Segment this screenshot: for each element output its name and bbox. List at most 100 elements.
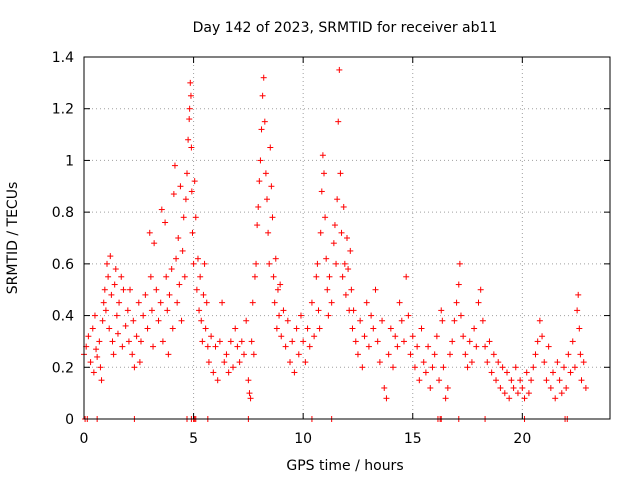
data-point [273, 325, 280, 332]
data-point [456, 260, 463, 267]
data-point [436, 377, 443, 384]
x-tick-label: 20 [513, 431, 531, 447]
data-point [250, 351, 257, 358]
data-point [320, 170, 327, 177]
y-axis-label: SRMTID / TECUs [5, 182, 21, 295]
data-point [249, 299, 256, 306]
data-point [365, 343, 372, 350]
data-point [503, 369, 510, 376]
data-point [514, 390, 521, 397]
y-tick-label: 0 [65, 412, 74, 428]
data-point [258, 126, 265, 133]
data-point [374, 338, 381, 345]
data-point [171, 162, 178, 169]
y-tick-label: 0.2 [52, 360, 74, 376]
data-point [188, 188, 195, 195]
data-point [354, 351, 361, 358]
data-point [569, 338, 576, 345]
data-point [124, 307, 131, 314]
data-point [339, 273, 346, 280]
data-point [187, 92, 194, 99]
data-point [439, 317, 446, 324]
data-point [486, 338, 493, 345]
data-point [245, 377, 252, 384]
data-point [175, 235, 182, 241]
data-point [150, 343, 157, 350]
data-point [578, 377, 585, 384]
data-point [475, 299, 482, 306]
data-point [270, 273, 277, 280]
data-point [216, 338, 223, 345]
data-point [287, 359, 294, 366]
data-point [409, 333, 416, 340]
data-point [251, 273, 258, 280]
data-point [106, 325, 113, 332]
data-point [178, 317, 185, 324]
data-point [455, 281, 462, 288]
data-point [255, 203, 262, 210]
data-point [560, 364, 567, 371]
data-point [148, 307, 155, 314]
data-point [196, 307, 203, 314]
data-point [182, 196, 189, 203]
data-point [197, 273, 204, 280]
data-point [348, 286, 355, 293]
data-point [493, 377, 500, 384]
data-point [157, 299, 164, 306]
data-point [199, 338, 206, 345]
data-point [438, 307, 445, 314]
data-point [466, 338, 473, 345]
data-point [230, 364, 237, 371]
data-point [532, 351, 539, 358]
data-point [267, 144, 274, 151]
x-axis-label: GPS time / hours [286, 458, 403, 474]
data-point [337, 170, 344, 177]
data-point [236, 359, 243, 366]
data-point [282, 343, 289, 350]
data-point [322, 214, 329, 221]
data-point [523, 369, 530, 376]
data-point [317, 229, 324, 236]
data-point [340, 203, 347, 210]
data-point [574, 307, 581, 314]
data-point [394, 343, 401, 350]
data-point [130, 317, 137, 324]
data-point [482, 343, 489, 350]
y-tick-label: 0.4 [52, 309, 74, 325]
data-point [93, 346, 100, 353]
data-point [186, 105, 193, 112]
data-point [440, 364, 447, 371]
data-point [158, 206, 165, 213]
data-point [131, 364, 138, 371]
data-point [324, 286, 331, 293]
data-point [260, 74, 267, 81]
data-point [484, 359, 491, 366]
data-point [179, 247, 186, 254]
data-point [147, 273, 154, 280]
data-point [530, 364, 537, 371]
data-point [116, 299, 123, 306]
y-tick-label: 1 [65, 153, 74, 169]
data-point [330, 240, 337, 247]
data-point [352, 338, 359, 345]
data-point [325, 312, 332, 319]
data-point [488, 369, 495, 376]
data-point [127, 286, 134, 293]
data-point [385, 351, 392, 358]
data-point [253, 260, 260, 267]
data-point [460, 333, 467, 340]
data-point [429, 364, 436, 371]
data-point [272, 255, 279, 262]
data-point [212, 343, 219, 350]
data-point [539, 333, 546, 340]
data-point [416, 377, 423, 384]
data-point [173, 255, 180, 262]
data-point [528, 377, 535, 384]
data-point [202, 325, 209, 332]
y-tick-label: 1.4 [52, 50, 74, 66]
data-point [266, 260, 273, 267]
data-point [411, 364, 418, 371]
data-point [112, 266, 119, 273]
data-point [479, 317, 486, 324]
data-point [349, 325, 356, 332]
